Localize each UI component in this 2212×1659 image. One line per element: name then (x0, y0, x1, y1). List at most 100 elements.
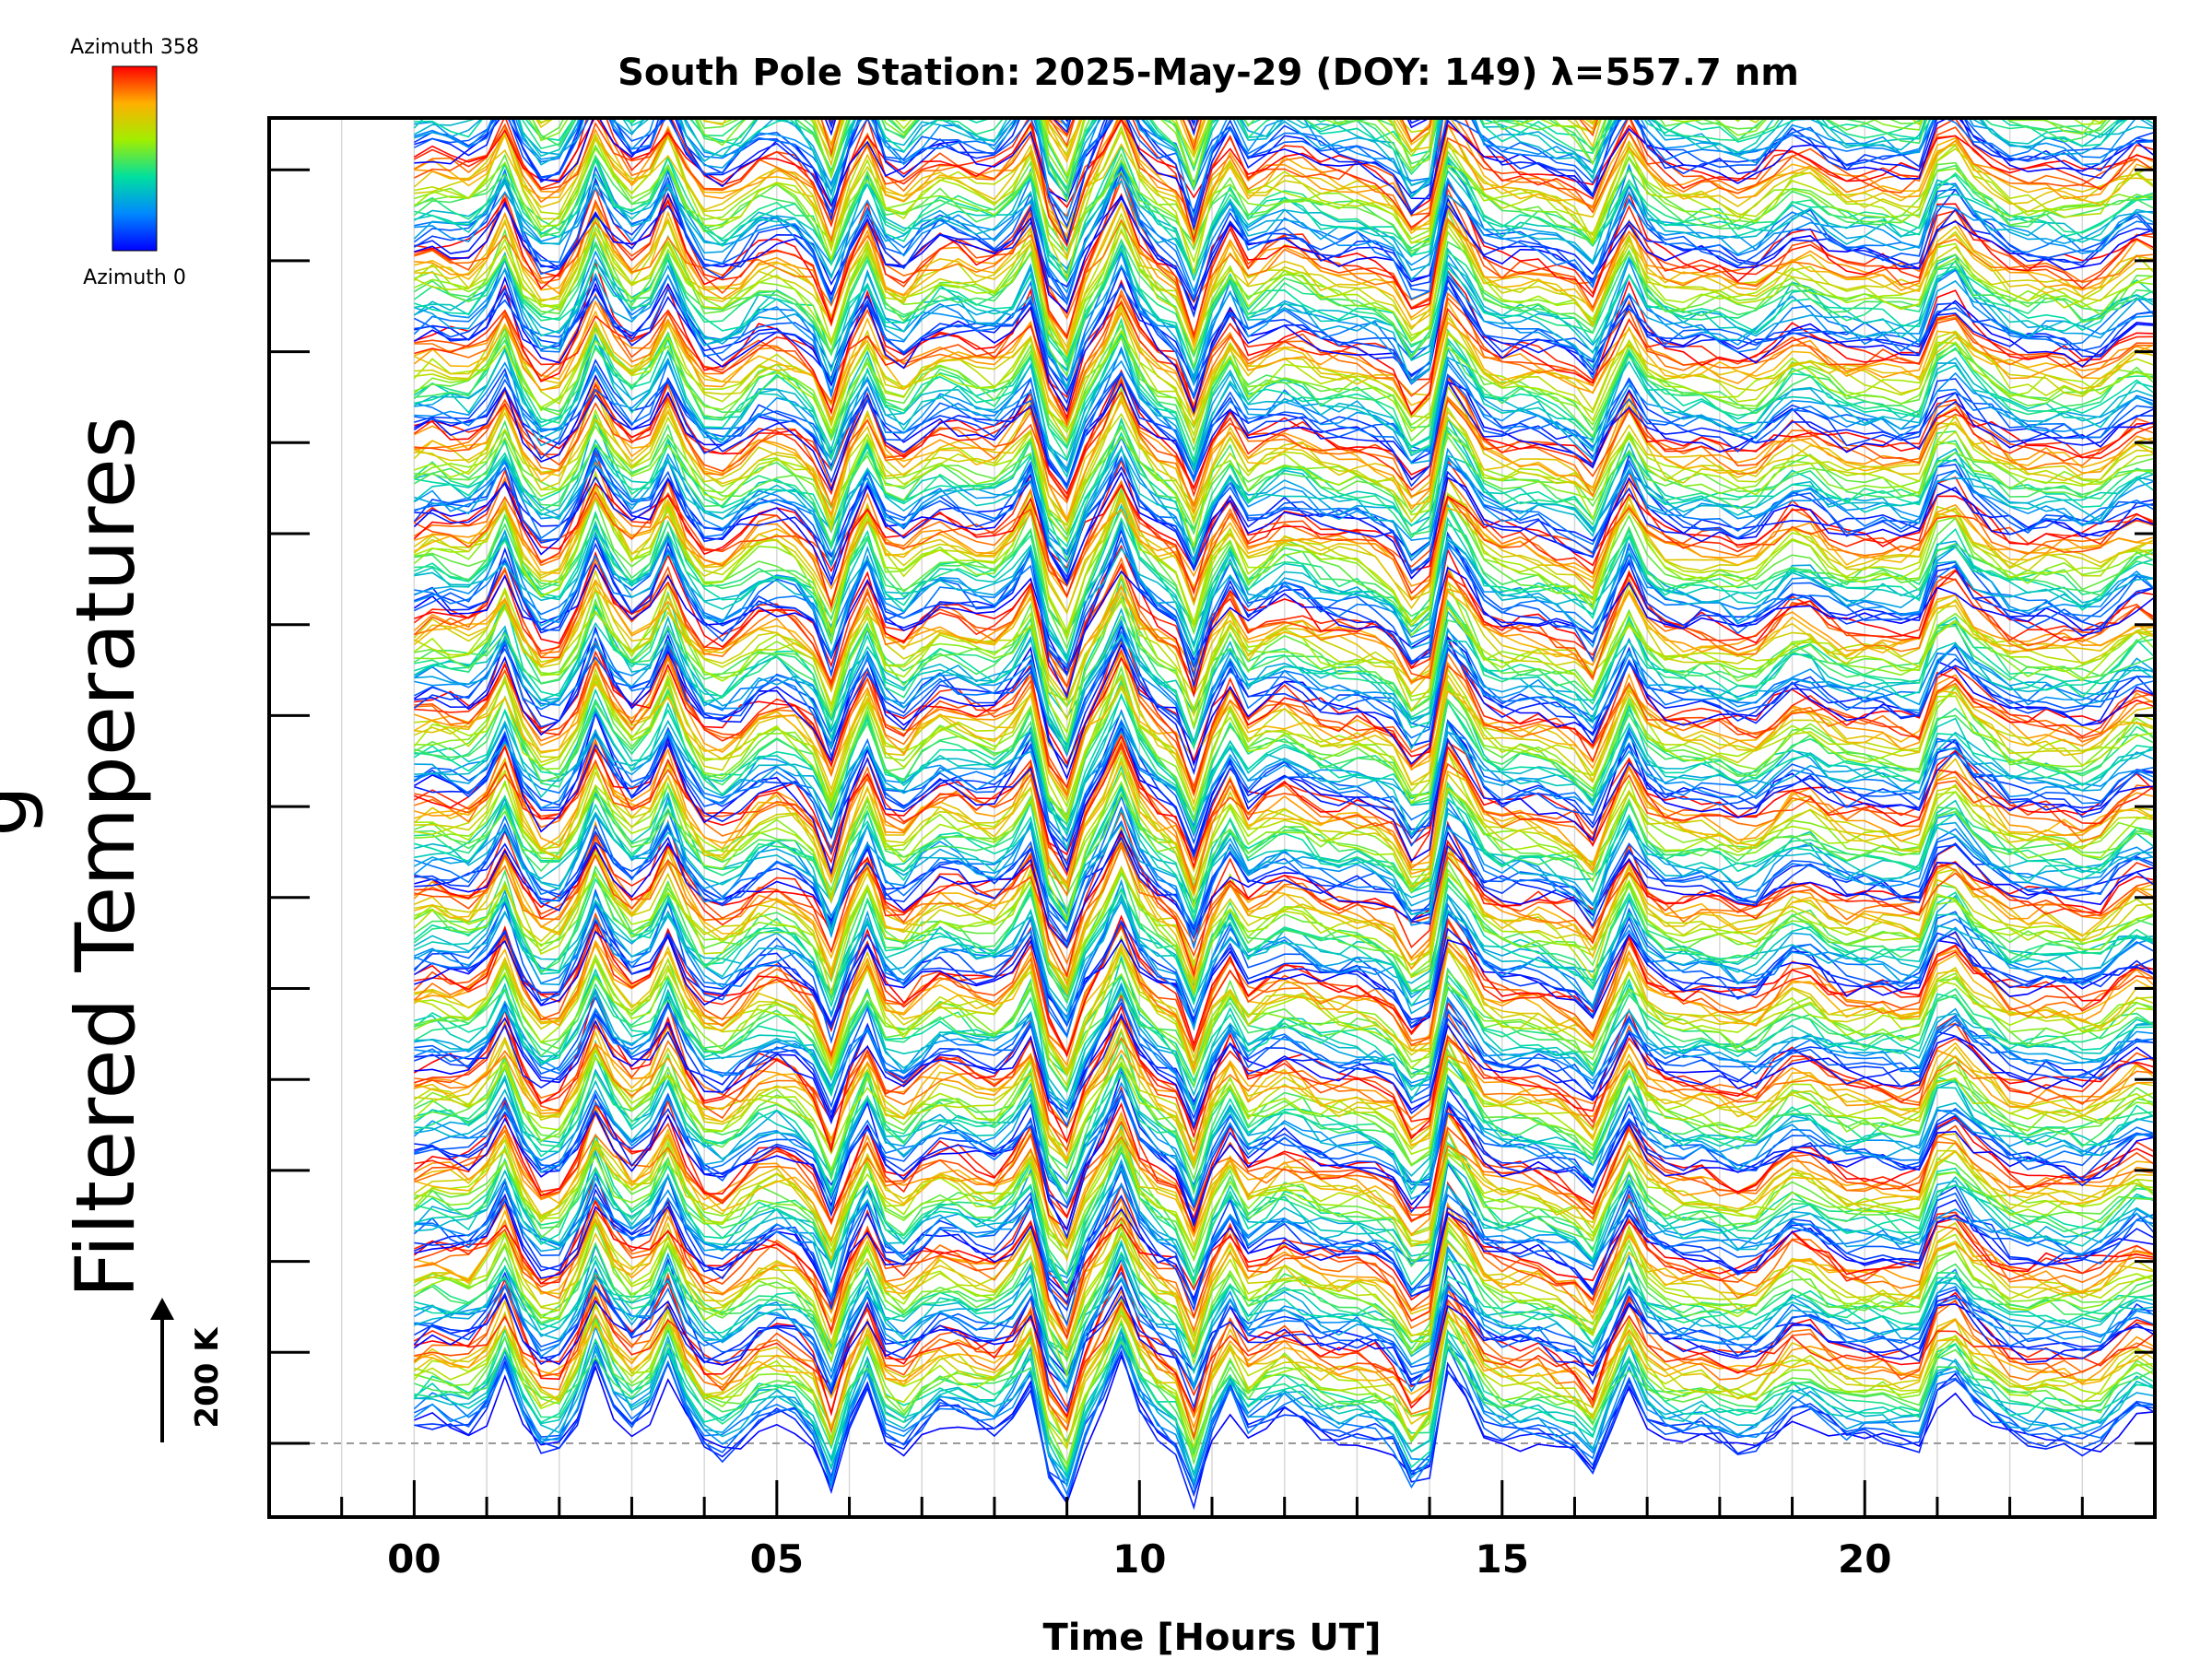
azimuth-profile-line (414, 1339, 2155, 1452)
azimuth-profile-line (414, 1016, 2155, 1132)
azimuth-profile-line (414, 1265, 2155, 1418)
azimuth-profile-line (414, 784, 2155, 935)
azimuth-profile-line (414, 300, 2155, 399)
azimuth-profile-line (413, 939, 2155, 1065)
azimuth-profile-line (413, 579, 2155, 686)
azimuth-profile-line (413, 249, 2155, 399)
azimuth-profile-line (413, 242, 2155, 361)
azimuth-profile-line (414, 1295, 2155, 1409)
azimuth-profile-line (414, 622, 2155, 796)
azimuth-profile-line (414, 853, 2155, 976)
x-tick-label: 20 (1838, 1536, 1891, 1582)
azimuth-profile-line (413, 163, 2155, 303)
azimuth-profile-line (414, 779, 2155, 898)
azimuth-profile-line (531, 118, 2109, 194)
azimuth-profile-line (413, 711, 2155, 876)
azimuth-profile-line (414, 1198, 2155, 1302)
y-axis-label: Filtered Temperatures (58, 416, 153, 1298)
azimuth-profile-line (413, 384, 2155, 534)
azimuth-profile-line (413, 300, 2155, 422)
azimuth-profile-line (414, 965, 2155, 1076)
scale-bar: 200 K (150, 1298, 226, 1442)
azimuth-profile-line (414, 373, 2155, 524)
azimuth-profile-line (414, 170, 2155, 340)
azimuth-profile-line (414, 333, 2155, 463)
azimuth-profile-line (414, 681, 2155, 836)
azimuth-profile-line (414, 524, 2155, 666)
azimuth-profile-line (414, 1194, 2155, 1357)
azimuth-profile-line (414, 946, 2155, 1077)
azimuth-profile-line (413, 496, 2155, 615)
azimuth-profile-line (414, 673, 2155, 824)
azimuth-profile-line (413, 1289, 2155, 1448)
azimuth-profile-line (413, 709, 2155, 854)
azimuth-profile-line (414, 1168, 2155, 1312)
azimuth-profile-line (414, 1018, 2155, 1165)
azimuth-profile-line (414, 1303, 2155, 1472)
azimuth-profile-line (413, 1135, 2155, 1254)
x-axis-label: Time [Hours UT] (1043, 1617, 1382, 1659)
azimuth-profile-line (414, 1326, 2155, 1485)
azimuth-profile-line (414, 1268, 2155, 1381)
azimuth-profile-line (414, 673, 2155, 797)
azimuth-profile-line (413, 424, 2155, 525)
azimuth-profile-line (414, 1312, 2155, 1422)
azimuth-profile-line (413, 165, 2155, 318)
azimuth-profile-line (414, 726, 2155, 854)
azimuth-profile-line (414, 154, 2155, 306)
azimuth-profile-line (414, 1220, 2155, 1355)
azimuth-profile-line (413, 1144, 2155, 1263)
azimuth-profile-line (414, 1106, 2155, 1263)
azimuth-profile-line (413, 921, 2155, 1057)
azimuth-profile-line (414, 218, 2155, 339)
chart-title: South Pole Station: 2025-May-29 (DOY: 14… (618, 52, 1799, 94)
azimuth-profile-line (413, 1047, 2155, 1160)
azimuth-profile-line (414, 1104, 2155, 1249)
azimuth-profile-line (414, 118, 2155, 194)
azimuth-profile-line (414, 247, 2155, 372)
azimuth-profile-line (414, 997, 2155, 1111)
azimuth-profile-line (414, 1348, 2155, 1511)
azimuth-profile-line (414, 1028, 2155, 1171)
azimuth-profile-line (413, 238, 2155, 368)
azimuth-profile-line (414, 1209, 2155, 1346)
azimuth-profile-line (414, 825, 2155, 982)
azimuth-profile-line (414, 449, 2155, 572)
azimuth-profile-line (413, 136, 2155, 241)
azimuth-profile-line (413, 469, 2155, 638)
azimuth-profile-line (414, 118, 2155, 221)
x-tick-label: 05 (750, 1536, 804, 1582)
azimuth-profile-line (414, 212, 2155, 355)
azimuth-profile-line (413, 373, 2155, 492)
azimuth-profile-line (413, 229, 2155, 390)
azimuth-profile-line (413, 324, 2155, 436)
azimuth-profile-line (414, 369, 2155, 496)
azimuth-profile-line (414, 1169, 2155, 1340)
azimuth-profile-line (413, 741, 2155, 904)
colorbar-gradient (112, 65, 158, 252)
azimuth-profile-line (414, 859, 2155, 1003)
azimuth-profile-line (413, 480, 2155, 644)
azimuth-profile-line (413, 679, 2155, 808)
azimuth-profile-line (414, 520, 2155, 679)
azimuth-profile-line (414, 118, 2155, 248)
azimuth-profile-line (414, 419, 2155, 547)
azimuth-profile-line (413, 489, 2155, 615)
azimuth-profile-line (414, 1066, 2155, 1214)
azimuth-profile-line (413, 1101, 2155, 1220)
colorbar-top-label: Azimuth 358 (70, 36, 199, 59)
azimuth-profile-line (465, 118, 2113, 204)
azimuth-profile-line (414, 1256, 2155, 1359)
azimuth-profile-line (413, 694, 2155, 836)
azimuth-profile-line (413, 1133, 2155, 1295)
azimuth-profile-line (414, 144, 2155, 284)
azimuth-profile-line (413, 458, 2155, 608)
azimuth-profile-line (414, 260, 2155, 420)
azimuth-profile-line (531, 118, 2098, 190)
azimuth-profile-line (414, 544, 2155, 699)
azimuth-profile-line (414, 836, 2155, 965)
azimuth-profile-line (414, 1085, 2155, 1234)
azimuth-profile-line (414, 1276, 2155, 1359)
azimuth-profile-line (414, 385, 2155, 549)
azimuth-profile-line (413, 438, 2155, 547)
